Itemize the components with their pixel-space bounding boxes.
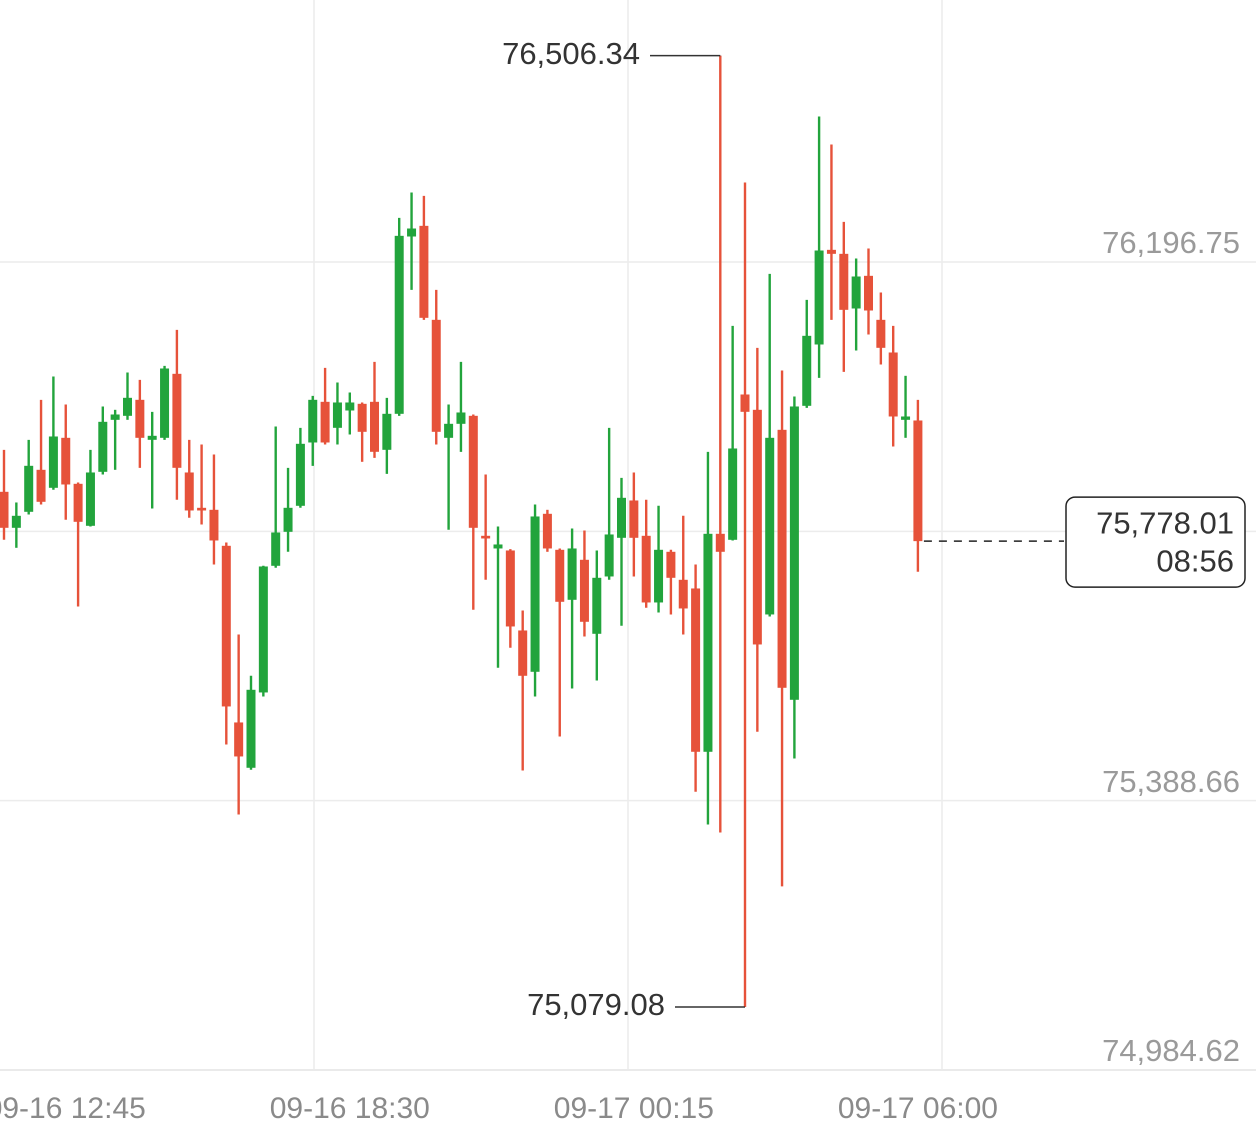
min-label: 75,079.08: [527, 987, 665, 1022]
candle-body: [419, 225, 429, 318]
candle-body: [357, 403, 367, 432]
candle-body: [271, 532, 281, 566]
candle-body: [802, 335, 812, 406]
candle-body: [345, 402, 355, 411]
candle-body: [308, 399, 318, 443]
candle-body: [542, 513, 552, 549]
candle-body: [147, 435, 157, 440]
candle-body: [184, 472, 194, 511]
y-tick-label: 75,388.66: [1102, 764, 1240, 799]
candle-body: [839, 253, 849, 310]
candle-body: [444, 423, 454, 438]
last-time-label: 08:56: [1156, 543, 1234, 578]
candle-body: [567, 548, 577, 600]
last-price-box: [1065, 496, 1246, 588]
candle-body: [555, 549, 565, 602]
candle-body: [320, 401, 330, 443]
candle-body: [370, 401, 379, 452]
candle-body: [468, 415, 478, 528]
candle-body: [715, 533, 725, 552]
candle-body: [777, 429, 787, 688]
candle-body: [110, 414, 120, 420]
candle-body: [864, 275, 873, 311]
candle-body: [604, 534, 614, 577]
candle-body: [36, 469, 46, 502]
candle-body: [579, 559, 589, 622]
y-tick-label: 76,196.75: [1102, 225, 1240, 260]
candle-body: [789, 406, 799, 700]
candle-body: [617, 497, 626, 538]
candle-body: [61, 437, 71, 485]
candle-body: [666, 551, 676, 578]
candle-body: [431, 319, 441, 432]
candle-body: [407, 228, 417, 237]
candle-body: [703, 533, 713, 752]
candle-body: [740, 394, 750, 412]
candle-body: [209, 509, 219, 541]
candle-body: [48, 436, 58, 488]
candle-body: [258, 566, 268, 693]
candle-body: [160, 368, 170, 438]
candle-body: [901, 416, 911, 420]
candle-body: [221, 545, 231, 707]
x-tick-label: 09-17 00:15: [554, 1092, 714, 1125]
candle-body: [592, 577, 602, 634]
x-tick-label: 09-16 12:45: [0, 1092, 146, 1125]
candle-body: [172, 373, 182, 468]
candle-body: [505, 550, 515, 627]
candle-body: [394, 235, 404, 414]
candle-body: [73, 483, 83, 522]
candle-body: [876, 319, 886, 348]
candle-body: [11, 515, 21, 528]
candle-body: [24, 465, 34, 512]
candle-body: [98, 421, 108, 472]
candle-body: [826, 249, 836, 254]
candle-body: [234, 722, 244, 757]
candle-body: [135, 399, 145, 438]
candle-body: [123, 397, 132, 416]
candle-body: [752, 409, 762, 645]
candle-body: [283, 507, 293, 532]
candle-body: [814, 250, 824, 345]
last-price-label: 75,778.01: [1096, 505, 1234, 540]
candle-body: [0, 491, 9, 528]
candle-body: [678, 579, 688, 609]
candle-body: [518, 630, 528, 676]
candle-body: [85, 472, 95, 526]
candle-body: [888, 352, 898, 417]
candle-body: [197, 507, 207, 511]
candle-body: [493, 544, 503, 549]
candle-body: [295, 443, 305, 506]
candle-body: [691, 588, 701, 752]
candle-body: [913, 420, 923, 542]
candle-body: [629, 500, 639, 538]
candle-body: [851, 276, 861, 309]
candle-body: [382, 413, 392, 450]
candle-body: [765, 437, 775, 615]
y-tick-label: 74,984.62: [1102, 1033, 1240, 1068]
x-tick-label: 09-17 06:00: [838, 1092, 998, 1125]
x-tick-label: 09-16 18:30: [270, 1092, 430, 1125]
candle-body: [332, 402, 342, 428]
candle-body: [456, 412, 466, 424]
max-label: 76,506.34: [502, 36, 640, 71]
candle-body: [246, 689, 256, 768]
candle-body: [728, 448, 738, 540]
candle-body: [530, 516, 540, 672]
candle-body: [654, 549, 664, 603]
candle-body: [641, 535, 651, 603]
candle-body: [481, 535, 491, 539]
